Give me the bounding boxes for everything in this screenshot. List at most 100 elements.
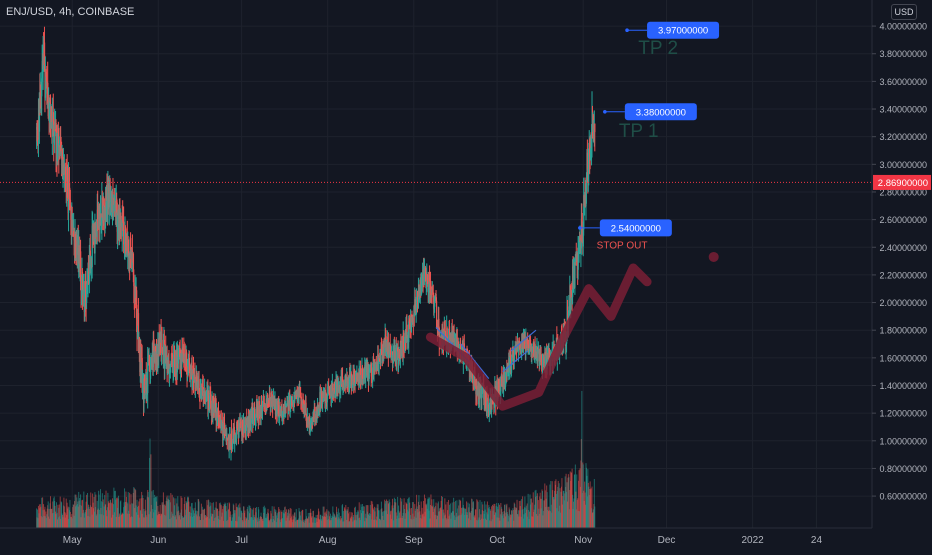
candle-body: [500, 376, 502, 392]
candle-body: [51, 115, 54, 137]
price-label-text: 2.54000000: [611, 223, 661, 234]
candles: [36, 26, 596, 461]
candle-body: [344, 380, 346, 388]
marker-dot: [708, 251, 719, 262]
volume-bar: [382, 511, 384, 528]
candle-body: [499, 384, 501, 396]
volume-bar: [247, 511, 249, 528]
candle-body: [137, 313, 140, 340]
candle-body: [444, 330, 446, 338]
volume-bar: [141, 491, 143, 528]
candle-body: [370, 363, 372, 377]
marker-stroke: [425, 263, 652, 411]
price-axis: [872, 0, 932, 550]
stop-out-label: STOP OUT: [597, 241, 648, 252]
volume-bar: [444, 498, 446, 528]
y-tick-label: 4.00000000: [879, 22, 927, 32]
candle-body: [269, 392, 271, 405]
volume-bar: [48, 508, 50, 528]
candle-body: [537, 352, 539, 361]
candle-body: [140, 357, 142, 372]
volume-bar: [512, 509, 514, 528]
volume-bar: [308, 516, 310, 528]
candle-body: [130, 238, 132, 257]
volume-bar: [168, 500, 170, 528]
candle-body: [527, 338, 529, 349]
volume-bar: [365, 505, 367, 528]
candle-body: [309, 425, 311, 433]
volume-bar: [105, 490, 107, 528]
candle-body: [230, 430, 233, 447]
volume-bar: [491, 506, 493, 528]
y-tick-label: 1.20000000: [879, 409, 927, 419]
candle-body: [283, 411, 285, 417]
volume-bar: [113, 487, 115, 528]
candle-body: [173, 354, 175, 368]
candle-body: [149, 365, 152, 379]
candle-body: [198, 378, 200, 394]
volume-bar: [252, 509, 254, 528]
volume-bar: [120, 500, 122, 528]
candle-body: [168, 360, 170, 374]
candle-body: [91, 225, 93, 268]
candle-body: [107, 189, 109, 210]
volume-bar: [295, 508, 297, 528]
y-tick-label: 2.60000000: [879, 215, 927, 225]
volume-bar: [504, 504, 506, 528]
candle-body: [546, 353, 548, 370]
candle-body: [586, 152, 589, 170]
candle-body: [123, 221, 125, 245]
volume-bar: [466, 501, 468, 528]
candle-body: [80, 251, 82, 281]
volume-bar: [557, 480, 559, 528]
candle-body: [188, 358, 191, 369]
volume-bar: [526, 503, 528, 528]
volume-bar: [524, 496, 526, 528]
candle-body: [208, 395, 210, 408]
candle-body: [206, 392, 208, 399]
volume-bar: [255, 506, 257, 528]
x-tick-label: Dec: [658, 535, 676, 546]
volume-bar: [212, 502, 214, 528]
volume-bar: [522, 508, 524, 528]
volume-bar: [314, 516, 316, 528]
candle-body: [400, 345, 403, 356]
candle-body: [278, 405, 280, 413]
y-tick-label: 2.00000000: [879, 298, 927, 308]
volume-bar: [237, 504, 239, 528]
candle-body: [534, 344, 536, 352]
volume-bar: [423, 500, 425, 528]
candle-body: [583, 195, 585, 230]
volume-bar: [129, 504, 131, 528]
volume-bar: [115, 499, 117, 528]
volume-bar: [95, 494, 97, 528]
volume-bar: [348, 513, 350, 528]
candle-body: [161, 349, 164, 353]
candle-body: [76, 247, 79, 255]
volume-bar: [445, 504, 447, 528]
volume-bar: [528, 510, 530, 528]
volume-bar: [150, 454, 152, 528]
volume-bar: [550, 480, 552, 528]
candle-body: [132, 253, 135, 275]
volume-bar: [485, 504, 487, 528]
volume-bar: [581, 390, 583, 528]
volume-bar: [358, 502, 360, 528]
volume-bar: [288, 510, 290, 528]
candle-body: [87, 272, 90, 279]
y-tick-label: 3.60000000: [879, 77, 927, 87]
candle-body: [133, 274, 135, 287]
volume-bar: [202, 509, 204, 528]
x-tick-label: Aug: [319, 535, 337, 546]
candle-body: [181, 347, 183, 365]
x-tick-label: 2022: [741, 535, 764, 546]
volume-bar: [170, 493, 172, 528]
volume-bar: [83, 491, 85, 528]
currency-tag[interactable]: USD: [891, 4, 917, 20]
candle-body: [384, 334, 386, 351]
candle-body: [136, 290, 138, 320]
candle-body: [578, 240, 580, 251]
volume-bar: [423, 494, 425, 528]
